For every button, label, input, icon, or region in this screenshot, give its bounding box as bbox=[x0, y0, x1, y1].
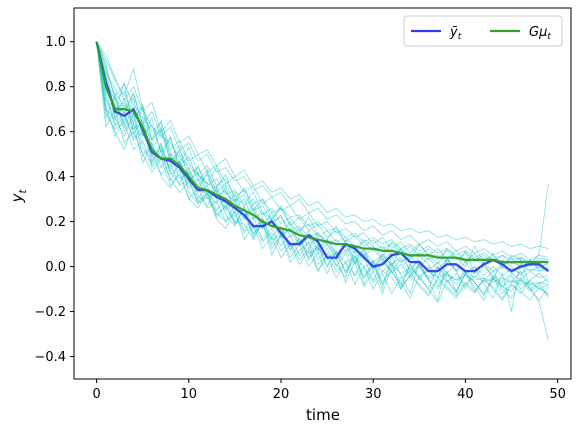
ensemble-path-14 bbox=[96, 41, 549, 250]
x-tick-label-30: 30 bbox=[365, 387, 382, 402]
x-axis: 0 10 20 30 40 50 bbox=[92, 379, 566, 402]
ensemble-path-11 bbox=[96, 41, 549, 293]
legend-label-ybar: ȳt bbox=[449, 25, 462, 42]
ybar-line bbox=[95, 41, 550, 273]
y-tick-label-2: 0.0 bbox=[45, 260, 66, 275]
y-axis: −0.4 −0.2 0.0 0.2 0.4 0.6 0.8 1.0 bbox=[34, 35, 74, 365]
legend-label-ybar-sub: t bbox=[458, 32, 462, 42]
x-axis-label: time bbox=[306, 406, 340, 424]
ensemble-path-12 bbox=[96, 41, 549, 263]
legend: ȳt Gμt bbox=[403, 15, 563, 47]
legend-box bbox=[403, 15, 563, 47]
y-axis-label: yt bbox=[8, 189, 29, 204]
ensemble-path-18 bbox=[96, 41, 549, 277]
ensemble-path-15 bbox=[96, 41, 549, 290]
ensemble-paths bbox=[96, 41, 549, 341]
legend-label-gmu: Gμt bbox=[529, 25, 551, 42]
ensemble-path-8 bbox=[96, 41, 549, 304]
legend-label-gmu-sub: t bbox=[547, 32, 551, 42]
ensemble-path-5 bbox=[96, 41, 549, 270]
gmu-line bbox=[95, 41, 549, 264]
x-tick-label-20: 20 bbox=[273, 387, 290, 402]
plot-frame bbox=[73, 7, 572, 380]
legend-label-gmu-main: Gμ bbox=[529, 25, 547, 40]
ensemble-path-16 bbox=[96, 41, 549, 283]
y-tick-label-3: 0.2 bbox=[45, 215, 66, 230]
x-tick-label-10: 10 bbox=[181, 387, 198, 402]
ensemble-path-20 bbox=[96, 41, 549, 286]
y-tick-label-0: −0.4 bbox=[34, 350, 66, 365]
y-tick-label-4: 0.4 bbox=[45, 170, 66, 185]
y-tick-label-1: −0.2 bbox=[34, 305, 66, 320]
series-lines bbox=[95, 41, 550, 273]
y-axis-label-sub: t bbox=[18, 189, 29, 194]
y-tick-label-7: 1.0 bbox=[45, 35, 66, 50]
x-tick-label-40: 40 bbox=[457, 387, 474, 402]
x-tick-label-0: 0 bbox=[92, 387, 100, 402]
ensemble-path-9 bbox=[96, 41, 549, 261]
x-tick-label-50: 50 bbox=[549, 387, 566, 402]
ensemble-path-13 bbox=[96, 41, 549, 301]
ensemble-path-10 bbox=[96, 41, 549, 301]
legend-label-ybar-main: ȳ bbox=[449, 25, 458, 40]
y-tick-label-6: 0.8 bbox=[45, 80, 66, 95]
y-tick-label-5: 0.6 bbox=[45, 125, 66, 140]
ensemble-path-2 bbox=[96, 41, 549, 270]
y-axis-label-main: y bbox=[8, 192, 26, 203]
